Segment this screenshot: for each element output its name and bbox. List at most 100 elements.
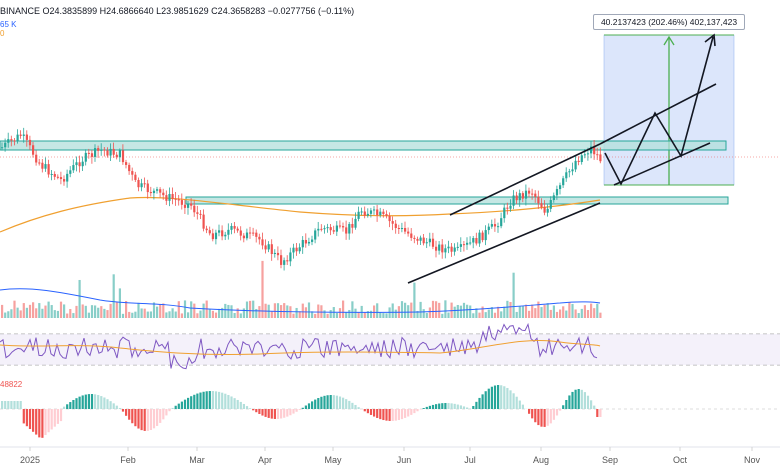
macd-bar: [63, 406, 66, 409]
volume-bar: [121, 313, 125, 318]
candle-body: [168, 194, 171, 201]
macd-bar: [444, 403, 447, 409]
macd-bar: [431, 404, 435, 409]
candle-body: [506, 207, 509, 209]
volume-bar: [152, 302, 156, 318]
macd-bar: [211, 391, 214, 409]
macd-bar: [273, 409, 276, 419]
macd-bar: [314, 399, 317, 409]
volume-bar: [25, 307, 28, 318]
channel-lower-projection[interactable]: [613, 142, 711, 186]
macd-bar: [599, 409, 602, 417]
macd-bar: [531, 409, 534, 419]
macd-bar: [7, 401, 10, 409]
volume-bar: [41, 308, 44, 318]
candle-body: [524, 190, 528, 199]
volume-bar: [180, 313, 183, 318]
candle-body: [441, 244, 444, 253]
candle-body: [416, 238, 419, 241]
channel-upper-line[interactable]: [449, 143, 601, 216]
volume-bar: [19, 310, 22, 318]
volume-bar: [221, 307, 224, 318]
volume-bar: [187, 312, 190, 318]
volume-bar: [568, 302, 571, 318]
candle-body: [245, 232, 249, 239]
volume-bar: [84, 305, 87, 318]
rsi-ma-line: [0, 340, 601, 356]
volume-bar: [456, 304, 459, 318]
macd-bar: [478, 397, 481, 409]
macd-bar: [472, 405, 475, 409]
candle-body: [32, 145, 35, 155]
macd-bar: [546, 409, 549, 426]
macd-bar: [162, 409, 165, 420]
macd-bar: [125, 409, 128, 416]
volume-bar: [335, 313, 338, 318]
macd-bar: [171, 407, 174, 409]
candle-body: [422, 237, 425, 244]
macd-bar: [78, 396, 81, 409]
candle-body: [146, 183, 149, 193]
macd-bar: [422, 408, 425, 409]
macd-bar: [382, 409, 385, 421]
candle-body: [593, 146, 596, 155]
time-axis-label: Apr: [258, 455, 272, 465]
macd-bar: [44, 409, 47, 436]
target-arrow-head: [663, 35, 675, 46]
volume-bar: [72, 313, 75, 318]
macd-bar: [462, 406, 466, 409]
candle-body: [497, 226, 500, 228]
macd-bar: [22, 409, 25, 424]
macd-bar: [56, 409, 59, 424]
volume-bar: [112, 274, 115, 318]
candle-body: [280, 255, 283, 265]
projected-path[interactable]: [604, 36, 714, 186]
volume-bar: [475, 308, 478, 318]
volume-bar: [131, 312, 134, 318]
volume-bar: [428, 307, 431, 318]
macd-bar: [565, 400, 568, 409]
macd-bar: [69, 402, 72, 409]
support-zone[interactable]: [185, 196, 729, 205]
projection-label: 40.2137423 (202.46%) 402,137,423: [593, 14, 745, 30]
macd-bar: [267, 409, 270, 418]
time-axis-label: Oct: [673, 455, 688, 465]
volume-bar: [283, 303, 286, 318]
candle-body: [376, 209, 379, 216]
volume-bar: [518, 306, 521, 318]
channel-upper-projection[interactable]: [599, 83, 717, 145]
macd-bar: [292, 409, 295, 414]
volume-bar: [559, 309, 562, 318]
candle-body: [447, 246, 450, 249]
candle-body: [373, 209, 376, 211]
candle-body: [10, 139, 13, 141]
macd-bar: [87, 394, 90, 409]
volume-bar: [35, 308, 38, 318]
macd-bar: [466, 407, 469, 409]
candle-body: [475, 238, 478, 244]
candle-body: [261, 239, 264, 246]
candle-body: [493, 224, 497, 227]
volume-bar: [255, 308, 258, 318]
macd-bar: [149, 409, 152, 431]
macd-bar: [571, 391, 574, 409]
volume-bar: [512, 272, 515, 318]
macd-bar: [103, 397, 106, 409]
candle-body: [329, 227, 332, 231]
macd-bar: [345, 399, 348, 409]
macd-bar: [252, 409, 255, 411]
ohlc-legend: BINANCE O24.3835899 H24.6866640 L23.9851…: [0, 6, 354, 16]
candle-body: [131, 171, 134, 175]
macd-bar: [146, 409, 149, 431]
candle-body: [546, 208, 549, 213]
volume-bar: [233, 313, 236, 318]
macd-bar: [53, 409, 56, 427]
volume-bar: [478, 312, 481, 318]
channel-lower-line[interactable]: [407, 202, 601, 284]
macd-bar: [549, 409, 552, 424]
resistance-zone[interactable]: [0, 140, 727, 151]
volume-bar: [1, 304, 4, 318]
macd-bar: [131, 409, 134, 424]
candle-body: [342, 226, 345, 228]
